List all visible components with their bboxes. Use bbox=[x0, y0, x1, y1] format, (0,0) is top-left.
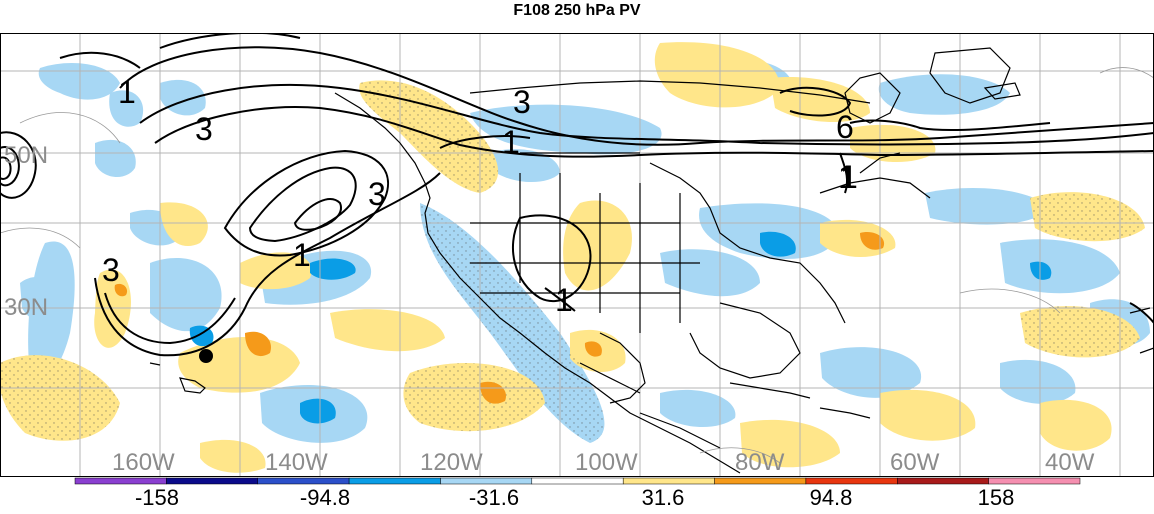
colorbar-swatch bbox=[531, 477, 624, 485]
stipple-overlay bbox=[0, 80, 1145, 443]
lon-label-140w: 140W bbox=[265, 449, 328, 476]
colorbar-swatch bbox=[622, 477, 715, 485]
coastlines bbox=[149, 47, 1154, 474]
strong-anomaly-cores bbox=[114, 231, 1052, 424]
location-marker bbox=[199, 349, 213, 363]
colorbar-label: 31.6 bbox=[642, 485, 685, 509]
colorbar-swatch bbox=[714, 477, 807, 485]
colorbar-swatch bbox=[166, 477, 259, 485]
anomaly-outlines bbox=[0, 67, 1154, 464]
colorbar-swatch bbox=[257, 477, 350, 485]
colorbar-swatch bbox=[440, 477, 533, 485]
map-title: F108 250 hPa PV bbox=[513, 2, 641, 19]
contour-label: 1 bbox=[555, 282, 573, 318]
colorbar-svg: -158 -94.8 -31.6 31.6 94.8 158 bbox=[74, 477, 1081, 510]
lon-label-120w: 120W bbox=[420, 449, 483, 476]
colorbar-label: -158 bbox=[135, 485, 179, 509]
contour-label: 1 bbox=[502, 124, 520, 160]
colorbar-swatch bbox=[988, 477, 1081, 485]
colorbar-label: 158 bbox=[978, 485, 1015, 509]
pv-contours bbox=[0, 33, 1154, 357]
map-panel: 1 3 3 1 3 1 3 1 1 6 1 50N 30N 160W 140W … bbox=[0, 33, 1154, 477]
lat-label-30n: 30N bbox=[4, 294, 48, 321]
lon-label-40w: 40W bbox=[1045, 449, 1095, 476]
lon-label-160w: 160W bbox=[112, 449, 175, 476]
lon-label-60w: 60W bbox=[890, 449, 940, 476]
contour-label: 3 bbox=[195, 111, 213, 147]
contour-label: 1 bbox=[293, 237, 311, 273]
contour-labels: 1 3 3 1 3 1 3 1 1 6 1 bbox=[102, 74, 858, 318]
colorbar-label: -94.8 bbox=[300, 485, 350, 509]
colorbar-swatch bbox=[805, 477, 898, 485]
contour-label: 1 bbox=[838, 159, 856, 195]
colorbar-boxes bbox=[74, 477, 1081, 485]
colorbar: -158 -94.8 -31.6 31.6 94.8 158 bbox=[0, 477, 1154, 510]
contour-label: 3 bbox=[513, 84, 531, 120]
lon-label-80w: 80W bbox=[735, 449, 785, 476]
colorbar-swatch bbox=[74, 477, 167, 485]
contour-label: 1 bbox=[840, 159, 858, 195]
contour-label: 3 bbox=[368, 176, 386, 212]
contour-label: 3 bbox=[102, 252, 120, 288]
colorbar-labels: -158 -94.8 -31.6 31.6 94.8 158 bbox=[135, 485, 1015, 510]
colorbar-swatch bbox=[348, 477, 441, 485]
lon-label-100w: 100W bbox=[575, 449, 638, 476]
contour-label: 6 bbox=[836, 109, 854, 145]
contour-label: 1 bbox=[118, 74, 136, 110]
colorbar-swatch bbox=[897, 477, 989, 485]
lat-label-50n: 50N bbox=[4, 142, 48, 169]
map-svg: 1 3 3 1 3 1 3 1 1 6 1 50N 30N 160W 140W … bbox=[0, 33, 1154, 477]
colorbar-label: -31.6 bbox=[469, 485, 519, 509]
colorbar-label: 94.8 bbox=[810, 485, 853, 509]
